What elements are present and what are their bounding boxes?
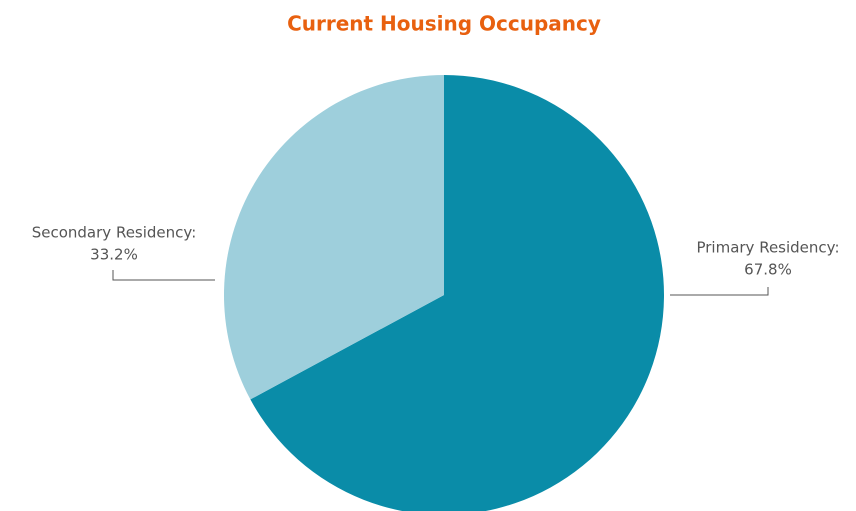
slice-value-label: 67.8% xyxy=(744,261,792,279)
leader-line xyxy=(112,270,215,281)
slice-label: Secondary Residency: xyxy=(32,224,197,242)
pie-slice xyxy=(224,74,444,400)
chart-title: Current Housing Occupancy xyxy=(287,12,601,36)
slice-label: Primary Residency: xyxy=(696,239,839,257)
leader-line xyxy=(670,287,769,296)
pie-slice xyxy=(250,75,664,511)
slice-value-label: 33.2% xyxy=(90,246,138,264)
